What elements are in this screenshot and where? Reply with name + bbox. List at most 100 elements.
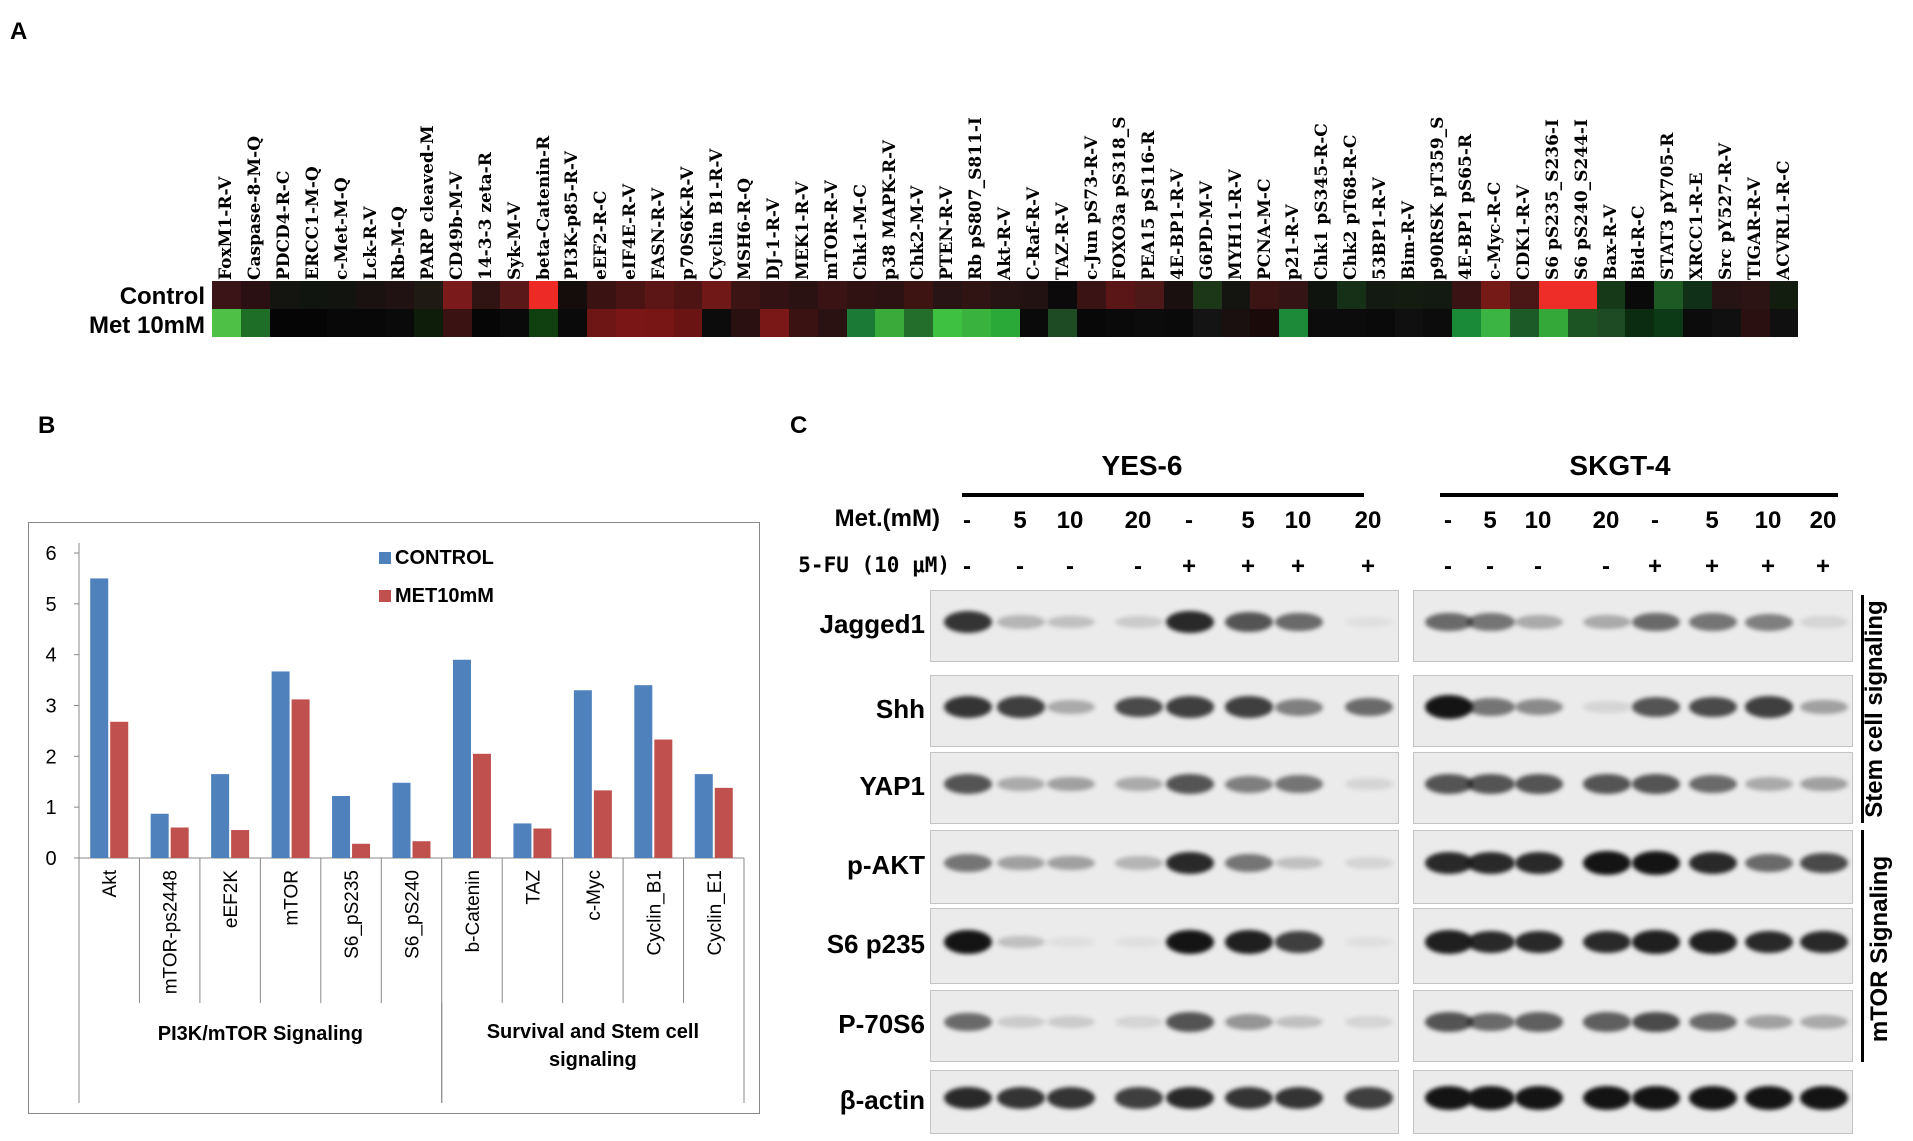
heatmap-column-label: Chk1-M-C: [850, 30, 872, 280]
fu-treatment: +: [1647, 553, 1662, 580]
heatmap-cell: [731, 309, 761, 337]
x-category-label: mTOR: [282, 870, 303, 926]
heatmap-column-label-text: Cyclin B1-R-V: [706, 148, 727, 280]
heatmap-cell: [644, 281, 674, 309]
heatmap-cell: [1423, 309, 1453, 337]
y-tick-label: 1: [45, 797, 56, 819]
heatmap-column-label: Akt-R-V: [994, 30, 1016, 280]
met-concentration: 20: [1592, 507, 1620, 534]
met-concentration: 10: [1524, 507, 1552, 534]
blot-band: [1583, 851, 1631, 875]
blot-band: [1745, 930, 1793, 954]
x-category-label: S6_pS235: [342, 870, 363, 959]
heatmap-column-label-text: MSH6-R-Q: [735, 177, 756, 280]
heatmap-cell: [1394, 281, 1424, 309]
heatmap-column-label-text: p90RSK pT359_S: [1427, 116, 1448, 280]
blot-band: [997, 935, 1045, 949]
heatmap-column-label-text: DJ-1-R-V: [764, 198, 785, 280]
blot-band: [1047, 1087, 1095, 1109]
blot-band: [1583, 701, 1631, 713]
heatmap-column-label-text: mTOR-R-V: [821, 180, 842, 280]
fu-treatment: +: [1360, 553, 1375, 580]
heatmap-column-label-text: Bim-R-V: [1398, 200, 1419, 280]
bar-met10mm: [170, 827, 189, 858]
heatmap-cell: [212, 281, 241, 309]
heatmap-cell: [327, 281, 357, 309]
blot-band: [1275, 1087, 1323, 1109]
heatmap-cell: [1509, 309, 1539, 337]
fu-treatment: -: [963, 553, 971, 580]
heatmap-cell: [1163, 281, 1193, 309]
x-category-label: TAZ: [523, 870, 544, 905]
blot-band: [1467, 1086, 1515, 1110]
heatmap-cell: [760, 281, 789, 309]
blot-band: [1166, 610, 1214, 634]
blot-band: [1745, 696, 1793, 718]
blot-band: [1225, 612, 1273, 632]
blot-band: [1425, 851, 1473, 875]
heatmap-column-label-text: TAZ-R-V: [1052, 202, 1073, 280]
blot-band: [1689, 774, 1737, 794]
blot-band: [1745, 613, 1793, 631]
heatmap-column-label: p70S6K-R-V: [677, 30, 699, 280]
heatmap-column-label: PEA15 pS116-R: [1138, 30, 1160, 280]
heatmap-column-label-text: Rb-M-Q: [389, 206, 410, 280]
heatmap-cell: [615, 281, 645, 309]
heatmap-cell: [1279, 309, 1309, 337]
heatmap-cell: [327, 309, 357, 337]
heatmap-cell: [1135, 309, 1164, 337]
heatmap-cell: [1481, 281, 1510, 309]
heatmap-column-label: 53BP1-R-V: [1369, 30, 1391, 280]
heatmap-column-label-text: Caspase-8-M-Q: [245, 135, 266, 280]
heatmap-cell: [298, 281, 328, 309]
blot-band: [1345, 1087, 1393, 1109]
blot-band: [1583, 614, 1631, 630]
heatmap-column-label-text: G6PD-M-V: [1196, 180, 1217, 280]
bar-chart-frame: 0 1 2 3 4 5 6 Akt mTOR-ps2448 eEF2K mTOR S6_pS235 S6…: [28, 522, 760, 1114]
blot-strip: [1413, 1070, 1853, 1134]
heatmap-column-label: c-Met-M-Q: [331, 30, 353, 280]
heatmap-cell: [1625, 309, 1655, 337]
heatmap-cell: [1279, 281, 1309, 309]
blot-band: [1632, 697, 1680, 717]
heatmap: [212, 281, 1799, 337]
y-tick-label: 6: [45, 543, 56, 565]
blot-strip: [1413, 990, 1853, 1062]
blot-band: [1583, 1012, 1631, 1032]
blot-band: [1467, 851, 1515, 875]
bar-control: [271, 671, 290, 858]
heatmap-cell: [1538, 281, 1568, 309]
protein-label: P-70S6: [838, 1009, 925, 1039]
group-label-line1: Survival and Stem cell: [487, 1021, 699, 1043]
met-concentration: 20: [1354, 507, 1382, 534]
heatmap-cell: [961, 281, 991, 309]
y-tick-label: 0: [45, 848, 56, 870]
blot-band: [944, 1012, 992, 1032]
heatmap-column-label: CD49b-M-V: [446, 30, 468, 280]
bar-control: [90, 578, 109, 858]
legend-label: MET10mM: [395, 585, 494, 607]
heatmap-column-label-text: MYH11-R-V: [1225, 169, 1246, 280]
cell-line-title: YES-6: [1101, 450, 1183, 481]
heatmap-cell: [1683, 309, 1712, 337]
blot-band: [1745, 776, 1793, 792]
blot-band: [1515, 774, 1563, 794]
heatmap-column-label-text: c-Jun pS73-R-V: [1081, 135, 1102, 280]
heatmap-cell: [846, 309, 876, 337]
heatmap-cell: [788, 281, 818, 309]
heatmap-cell: [1769, 309, 1799, 337]
blot-band: [1345, 697, 1393, 717]
heatmap-cell: [788, 309, 818, 337]
heatmap-cell: [1654, 309, 1684, 337]
x-category-label: c-Myc: [584, 870, 605, 921]
heatmap-cell: [990, 309, 1020, 337]
blot-band: [1689, 613, 1737, 631]
heatmap-row-label-control: Control: [119, 283, 205, 310]
blot-band: [1632, 774, 1680, 794]
heatmap-column-label-text: eIF4E-R-V: [620, 183, 641, 280]
heatmap-cell: [1423, 281, 1453, 309]
heatmap-column-label: 14-3-3 zeta-R: [475, 30, 497, 280]
heatmap-column-label-text: FOXO3a pS318_S: [1110, 116, 1131, 280]
protein-label: β-actin: [839, 1085, 925, 1115]
heatmap-column-label-text: beta-Catenin-R: [533, 135, 554, 280]
